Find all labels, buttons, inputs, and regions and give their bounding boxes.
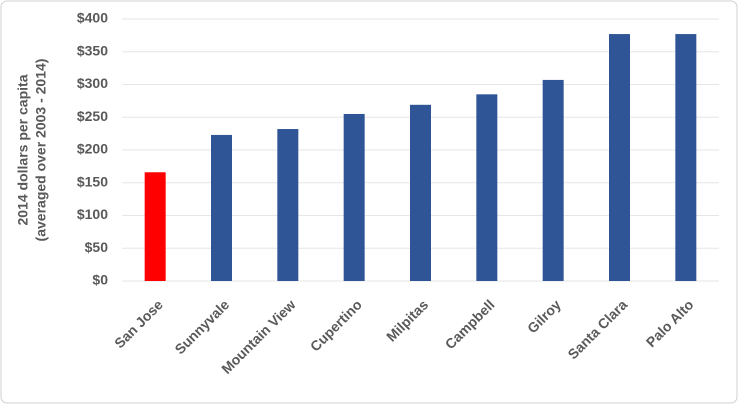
y-tick-label: $150 xyxy=(77,173,108,189)
bar xyxy=(211,134,232,281)
y-axis-title-line: (averaged over 2003 - 2014) xyxy=(33,59,49,242)
y-axis-title: 2014 dollars per capita (averaged over 2… xyxy=(15,59,49,242)
y-tick-label: $300 xyxy=(77,75,108,91)
bar xyxy=(476,94,498,281)
y-tick-label: $350 xyxy=(77,42,108,58)
y-tick-label: $0 xyxy=(92,272,108,288)
bar xyxy=(410,104,431,282)
y-tick-label: $250 xyxy=(77,108,108,124)
bar xyxy=(144,172,166,281)
y-tick-label: $100 xyxy=(77,206,108,222)
bar xyxy=(675,34,697,281)
y-axis-title-line: 2014 dollars per capita xyxy=(15,74,31,225)
y-tick-label: $400 xyxy=(77,10,108,26)
y-tick-label: $50 xyxy=(85,239,109,255)
bar xyxy=(277,129,299,281)
bar xyxy=(542,79,564,281)
y-tick-label: $200 xyxy=(77,141,108,157)
bar xyxy=(343,113,365,281)
bar xyxy=(609,34,630,281)
